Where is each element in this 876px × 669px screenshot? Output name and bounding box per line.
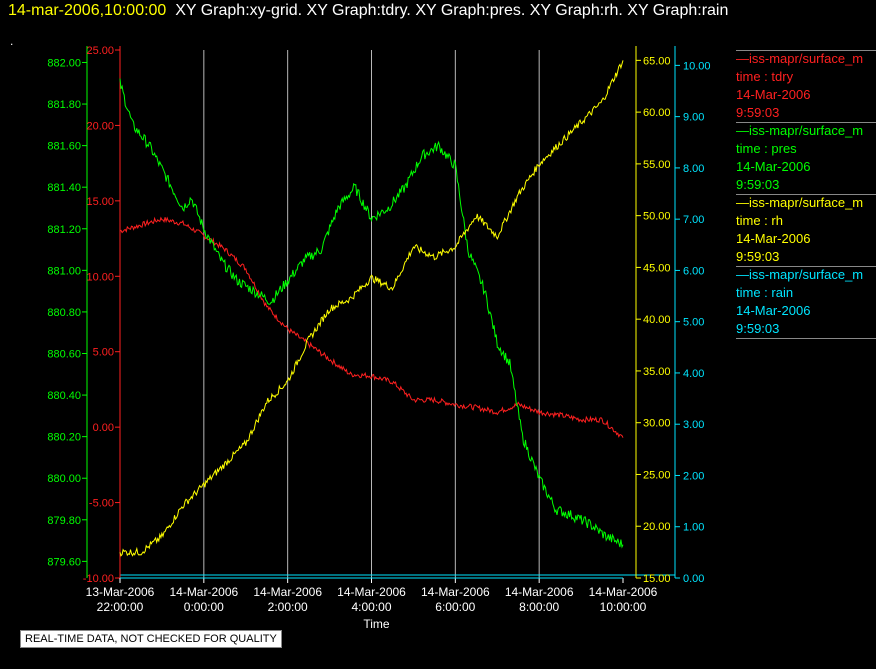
rain-tick-label: 2.00: [683, 470, 704, 482]
legend-time: 9:59:03: [736, 105, 780, 120]
x-tick-label-time: 6:00:00: [435, 600, 475, 614]
header-timestamp: 14-mar-2006,10:00:00: [8, 2, 167, 19]
x-tick-label-date: 14-Mar-2006: [505, 585, 574, 599]
rh-tick-label: 50.00: [643, 211, 671, 223]
legend-time: 9:59:03: [736, 177, 780, 192]
rain-tick-label: 4.00: [683, 368, 704, 380]
rh-tick-label: 45.00: [643, 262, 671, 274]
status-dot: .: [10, 34, 14, 48]
legend-series: —iss-mapr/surface_m: [736, 267, 864, 282]
x-tick-label-time: 0:00:00: [184, 600, 224, 614]
tdry-tick-label: 5.00: [93, 347, 114, 359]
rh-tick-label: 55.00: [643, 159, 671, 171]
x-axis-label: Time: [363, 617, 390, 631]
legend-date: 14-Mar-2006: [736, 303, 811, 318]
rain-tick-label: 8.00: [683, 163, 704, 175]
x-tick-label-date: 14-Mar-2006: [589, 585, 658, 599]
pres-tick-label: 879.60: [47, 556, 81, 568]
pres-tick-label: 880.60: [47, 348, 81, 360]
legend-divider: [736, 194, 876, 195]
rain-tick-label: 0.00: [683, 573, 704, 585]
x-tick-label-time: 22:00:00: [97, 600, 144, 614]
legend-time: 9:59:03: [736, 249, 780, 264]
series-line-tdry: [119, 216, 624, 438]
legend-var: time : rh: [736, 213, 783, 228]
pres-tick-label: 881.60: [47, 141, 81, 153]
x-tick-label-time: 4:00:00: [351, 600, 391, 614]
tdry-tick-label: -5.00: [89, 498, 114, 510]
rain-tick-label: 1.00: [683, 522, 704, 534]
legend-var: time : rain: [736, 285, 794, 300]
legend-date: 14-Mar-2006: [736, 231, 811, 246]
pres-tick-label: 881.40: [47, 182, 81, 194]
legend-date: 14-Mar-2006: [736, 87, 811, 102]
x-tick-label-date: 14-Mar-2006: [253, 585, 322, 599]
tdry-tick-label: 10.00: [86, 271, 114, 283]
x-tick-label-time: 2:00:00: [268, 600, 308, 614]
pres-tick-label: 880.80: [47, 307, 81, 319]
series-line-rh: [119, 60, 624, 557]
rh-tick-label: 40.00: [643, 314, 671, 326]
tdry-tick-label: 0.00: [93, 422, 114, 434]
x-tick-label-date: 14-Mar-2006: [169, 585, 238, 599]
window-header: 14-mar-2006,10:00:00 XY Graph:xy-grid. X…: [8, 2, 728, 20]
legend-series: —iss-mapr/surface_m: [736, 51, 864, 66]
x-tick-label-date: 14-Mar-2006: [337, 585, 406, 599]
rain-tick-label: 7.00: [683, 214, 704, 226]
pres-tick-label: 881.20: [47, 224, 81, 236]
pres-tick-label: 882.00: [47, 57, 81, 69]
legend-var: time : pres: [736, 141, 797, 156]
quality-note: REAL-TIME DATA, NOT CHECKED FOR QUALITY: [20, 630, 282, 648]
rh-tick-label: 25.00: [643, 469, 671, 481]
pres-tick-label: 880.20: [47, 432, 81, 444]
rh-tick-label: 15.00: [643, 573, 671, 585]
x-tick-label-date: 14-Mar-2006: [421, 585, 490, 599]
legend-divider: [736, 338, 876, 339]
series-line-pres: [119, 78, 624, 549]
rh-tick-label: 20.00: [643, 521, 671, 533]
tdry-tick-label: 15.00: [86, 196, 114, 208]
pres-tick-label: 880.00: [47, 473, 81, 485]
rh-tick-label: 65.00: [643, 55, 671, 67]
tdry-tick-label: 20.00: [86, 120, 114, 132]
tdry-tick-label: 25.00: [86, 45, 114, 57]
rain-tick-label: 5.00: [683, 317, 704, 329]
rain-tick-label: 10.00: [683, 60, 711, 72]
rh-tick-label: 30.00: [643, 418, 671, 430]
legend-divider: [736, 122, 876, 123]
rh-tick-label: 60.00: [643, 107, 671, 119]
legend-divider: [736, 50, 876, 51]
x-tick-label-time: 10:00:00: [600, 600, 647, 614]
rain-tick-label: 6.00: [683, 265, 704, 277]
legend-date: 14-Mar-2006: [736, 159, 811, 174]
pres-tick-label: 881.00: [47, 265, 81, 277]
pres-tick-label: 881.80: [47, 99, 81, 111]
rh-tick-label: 35.00: [643, 366, 671, 378]
legend-series: —iss-mapr/surface_m: [736, 195, 864, 210]
x-tick-label-time: 8:00:00: [519, 600, 559, 614]
x-tick-label-date: 13-Mar-2006: [86, 585, 155, 599]
legend-divider: [736, 266, 876, 267]
pres-tick-label: 880.40: [47, 390, 81, 402]
tdry-tick-label: -10.00: [83, 573, 114, 585]
pres-tick-label: 879.80: [47, 515, 81, 527]
rain-tick-label: 3.00: [683, 419, 704, 431]
header-graph-titles: XY Graph:xy-grid. XY Graph:tdry. XY Grap…: [175, 2, 729, 19]
legend-var: time : tdry: [736, 69, 794, 84]
rain-tick-label: 9.00: [683, 112, 704, 124]
legend-series: —iss-mapr/surface_m: [736, 123, 864, 138]
legend-time: 9:59:03: [736, 321, 780, 336]
